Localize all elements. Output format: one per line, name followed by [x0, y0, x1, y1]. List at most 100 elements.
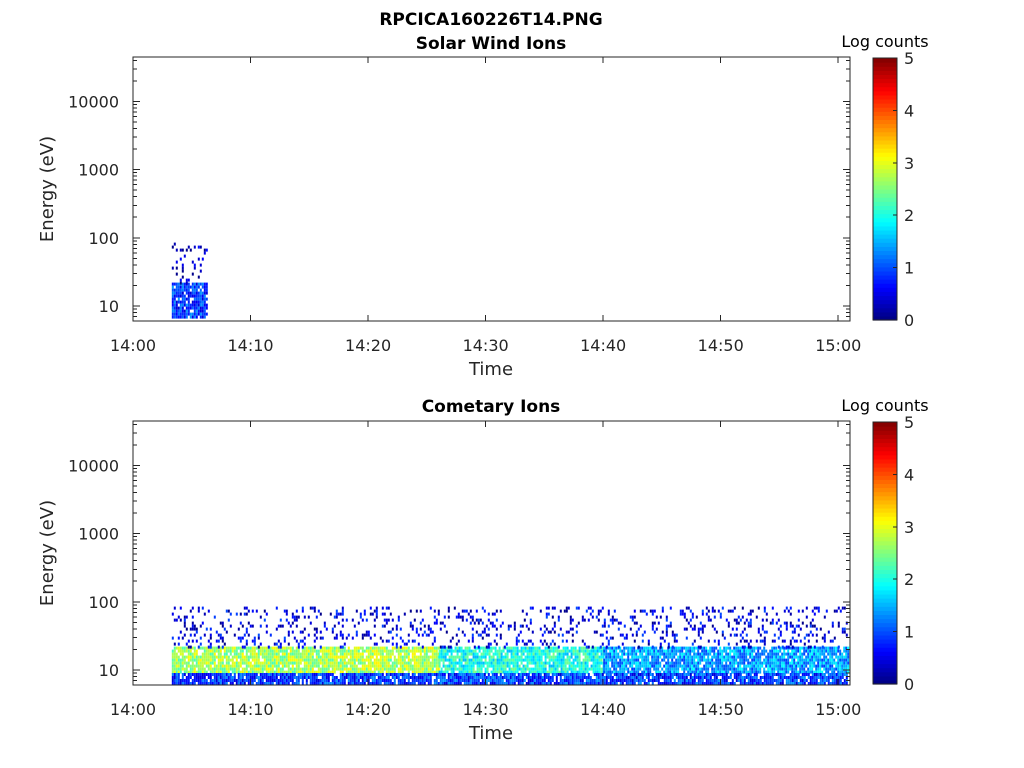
heatmap-cell: [183, 303, 186, 307]
heatmap-cell: [510, 652, 513, 656]
heatmap-cell: [339, 664, 342, 668]
heatmap-cell: [476, 655, 479, 659]
heatmap-cell: [347, 661, 350, 665]
heatmap-cell: [571, 682, 574, 685]
heatmap-cell: [565, 682, 568, 685]
heatmap-cell: [283, 649, 286, 653]
heatmap-cell: [495, 618, 498, 622]
heatmap-cell: [309, 652, 312, 656]
heatmap-cell: [263, 676, 266, 679]
heatmap-cell: [697, 645, 700, 649]
heatmap-cell: [279, 649, 282, 653]
heatmap-cell: [363, 667, 366, 671]
heatmap-cell: [383, 655, 386, 659]
heatmap-cell: [353, 649, 356, 653]
heatmap-cell: [491, 682, 494, 685]
heatmap-cell: [554, 664, 557, 668]
heatmap-cell: [245, 649, 248, 653]
heatmap-cell: [367, 658, 370, 662]
heatmap-cell: [403, 673, 406, 676]
heatmap-cell: [719, 655, 722, 659]
heatmap-cell: [633, 676, 636, 679]
heatmap-cell: [205, 655, 208, 659]
heatmap-cell: [729, 664, 732, 668]
heatmap-cell: [299, 655, 302, 659]
heatmap-cell: [177, 300, 180, 304]
heatmap-cell: [819, 646, 822, 650]
heatmap-cell: [247, 661, 250, 665]
heatmap-cell: [625, 682, 628, 685]
heatmap-cell: [689, 618, 692, 622]
heatmap-cell: [603, 652, 606, 656]
heatmap-cell: [487, 673, 490, 676]
heatmap-cell: [253, 667, 256, 671]
heatmap-cell: [181, 294, 184, 298]
heatmap-cell: [472, 649, 475, 653]
heatmap-cell: [339, 661, 342, 665]
heatmap-cell: [347, 682, 350, 685]
heatmap-cell: [508, 658, 511, 662]
heatmap-cell: [571, 673, 574, 676]
heatmap-cell: [715, 661, 718, 665]
heatmap-cell: [217, 661, 220, 665]
heatmap-cell: [269, 682, 272, 685]
heatmap-cell: [452, 658, 455, 662]
heatmap-cell: [725, 670, 728, 674]
heatmap-cell: [419, 670, 422, 674]
heatmap-cell: [845, 664, 848, 668]
heatmap-cell: [450, 652, 453, 656]
heatmap-cell: [755, 655, 758, 659]
heatmap-cell: [261, 661, 264, 665]
heatmap-cell: [482, 664, 485, 668]
heatmap-cell: [524, 646, 527, 650]
heatmap-cell: [765, 658, 768, 662]
heatmap-cell: [199, 655, 202, 659]
heatmap-cell: [727, 682, 730, 685]
heatmap-cell: [265, 661, 268, 665]
heatmap-cell: [241, 661, 244, 665]
heatmap-cell: [449, 682, 452, 685]
heatmap-cell: [635, 649, 638, 653]
heatmap-cell: [555, 682, 558, 685]
heatmap-cell: [259, 642, 262, 646]
heatmap-cell: [477, 676, 480, 679]
heatmap-cell: [389, 673, 392, 676]
heatmap-cell: [185, 667, 188, 671]
heatmap-cell: [741, 655, 744, 659]
heatmap-cell: [255, 667, 258, 671]
heatmap-cell: [510, 670, 513, 674]
heatmap-cell: [527, 682, 530, 685]
heatmap-cell: [321, 667, 324, 671]
heatmap-cell: [209, 676, 212, 679]
heatmap-cell: [825, 670, 828, 674]
heatmap-cell: [619, 655, 622, 659]
heatmap-cell: [440, 667, 443, 671]
heatmap-cell: [522, 658, 525, 662]
heatmap-cell: [365, 630, 368, 634]
heatmap-cell: [623, 649, 626, 653]
heatmap-cell: [565, 606, 568, 610]
heatmap-cell: [448, 661, 451, 665]
heatmap-cell: [713, 615, 716, 619]
heatmap-cell: [343, 658, 346, 662]
heatmap-cell: [247, 673, 250, 676]
heatmap-cell: [480, 658, 483, 662]
heatmap-cell: [607, 661, 610, 665]
heatmap-cell: [548, 661, 551, 665]
heatmap-cell: [719, 652, 722, 656]
heatmap-cell: [225, 646, 228, 650]
heatmap-cell: [245, 639, 248, 643]
heatmap-cell: [291, 682, 294, 685]
heatmap-cell: [539, 676, 542, 679]
heatmap-cell: [529, 676, 532, 679]
heatmap-cell: [480, 655, 483, 659]
heatmap-cell: [592, 661, 595, 665]
heatmap-cell: [572, 670, 575, 674]
heatmap-cell: [729, 649, 732, 653]
heatmap-cell: [337, 661, 340, 665]
heatmap-cell: [671, 673, 674, 676]
heatmap-cell: [271, 646, 274, 650]
heatmap-cell: [259, 670, 262, 674]
heatmap-cell: [667, 676, 670, 679]
heatmap-cell: [177, 285, 180, 289]
